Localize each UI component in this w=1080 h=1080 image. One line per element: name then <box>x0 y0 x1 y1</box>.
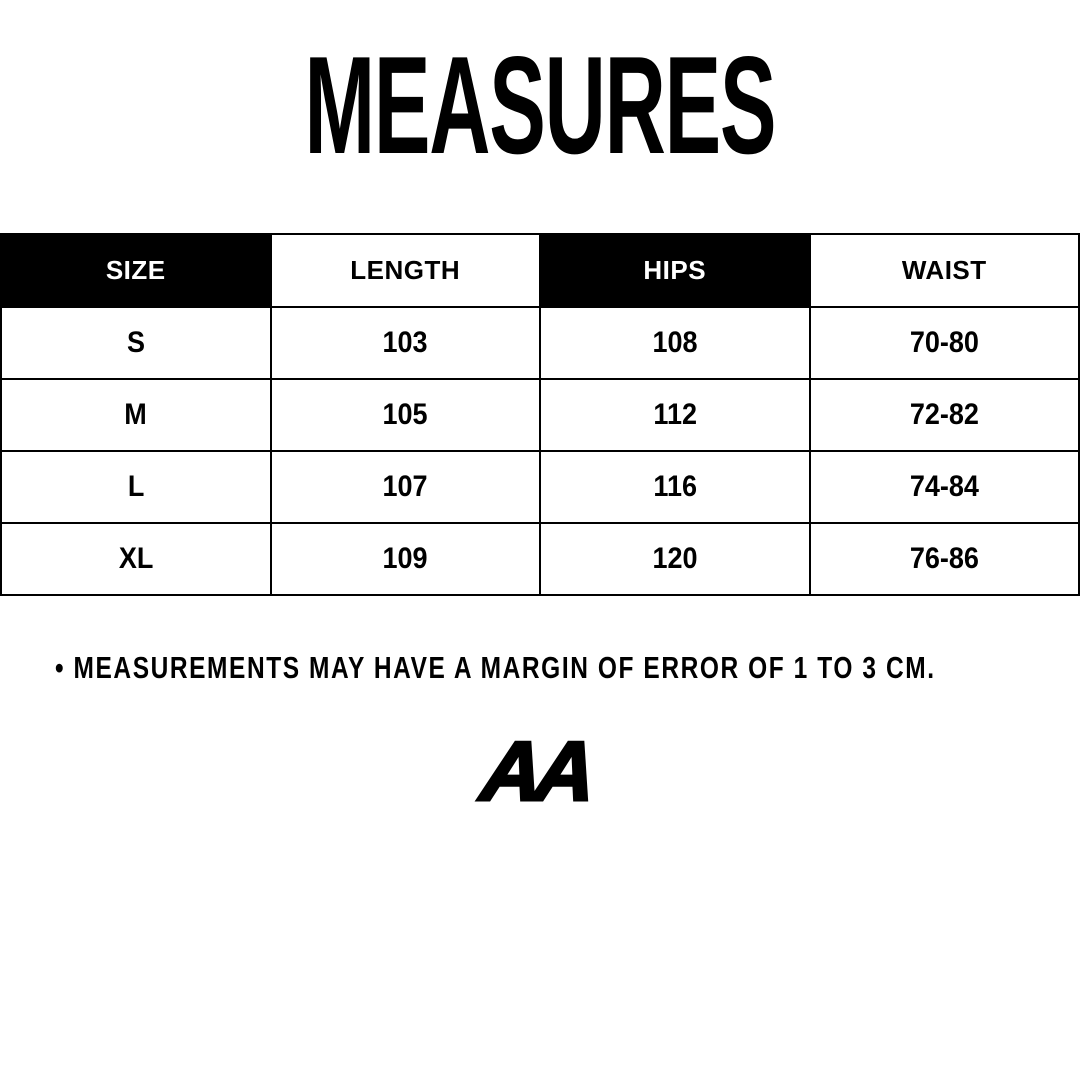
brand-logo: AA <box>0 723 1080 820</box>
table-header: SIZE LENGTH HIPS WAIST <box>0 233 1080 308</box>
cell-hips: 108 <box>539 306 811 380</box>
table-row-s: S 103 108 70-80 <box>0 306 1080 380</box>
cell-length: 105 <box>269 378 541 452</box>
title-block: MEASURES <box>0 30 1080 180</box>
cell-waist: 72-82 <box>808 378 1080 452</box>
table-row-xl: XL 109 120 76-86 <box>0 522 1080 596</box>
cell-size: L <box>0 450 272 524</box>
cell-hips: 120 <box>539 522 811 596</box>
header-row: SIZE LENGTH HIPS WAIST <box>0 233 1080 308</box>
column-header-hips: HIPS <box>539 233 811 308</box>
size-value: M <box>124 398 148 431</box>
waist-value: 74-84 <box>909 470 979 503</box>
column-header-length: LENGTH <box>269 233 541 308</box>
table-body: S 103 108 70-80 M 105 112 72-82 L 107 11… <box>0 306 1080 596</box>
cell-hips: 112 <box>539 378 811 452</box>
cell-size: M <box>0 378 272 452</box>
table-row-m: M 105 112 72-82 <box>0 378 1080 452</box>
cell-waist: 70-80 <box>808 306 1080 380</box>
cell-size: XL <box>0 522 272 596</box>
column-header-waist: WAIST <box>808 233 1080 308</box>
cell-waist: 76-86 <box>808 522 1080 596</box>
length-value: 107 <box>382 470 428 503</box>
hips-value: 116 <box>652 470 697 503</box>
length-value: 109 <box>382 542 428 575</box>
cell-length: 103 <box>269 306 541 380</box>
table-row-l: L 107 116 74-84 <box>0 450 1080 524</box>
length-value: 103 <box>382 326 428 359</box>
hips-value: 120 <box>652 542 698 575</box>
waist-value: 72-82 <box>909 398 979 431</box>
length-value: 105 <box>382 398 428 431</box>
brand-logo-text: AA <box>475 723 594 820</box>
waist-value: 70-80 <box>909 326 979 359</box>
measures-table: SIZE LENGTH HIPS WAIST S 103 108 70-80 M… <box>0 233 1080 596</box>
hips-value: 112 <box>652 398 697 431</box>
cell-hips: 116 <box>539 450 811 524</box>
page-title: MEASURES <box>304 27 777 183</box>
waist-value: 76-86 <box>909 542 979 575</box>
cell-size: S <box>0 306 272 380</box>
cell-length: 109 <box>269 522 541 596</box>
size-value: XL <box>118 542 154 575</box>
cell-length: 107 <box>269 450 541 524</box>
size-value: L <box>127 470 144 503</box>
size-value: S <box>126 326 145 359</box>
tolerance-note: • MEASUREMENTS MAY HAVE A MARGIN OF ERRO… <box>55 650 936 685</box>
size-chart: SIZE LENGTH HIPS WAIST S 103 108 70-80 M… <box>0 233 1080 596</box>
column-header-size: SIZE <box>0 233 272 308</box>
cell-waist: 74-84 <box>808 450 1080 524</box>
hips-value: 108 <box>652 326 698 359</box>
